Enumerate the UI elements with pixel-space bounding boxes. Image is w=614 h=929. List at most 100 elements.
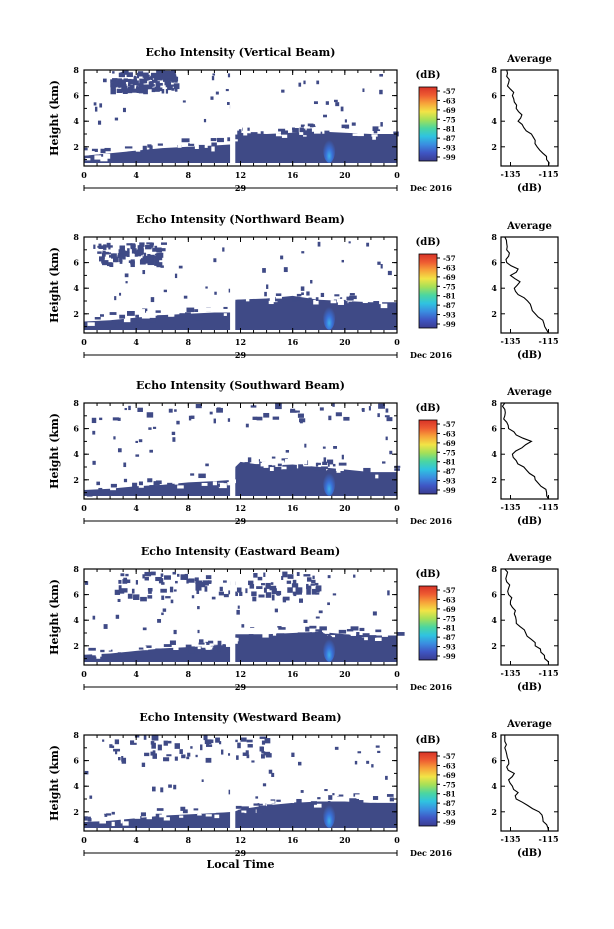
x-tick-label: 20	[339, 835, 351, 845]
average-x-label: (dB)	[517, 516, 542, 527]
echo-speck	[265, 592, 272, 598]
echo-speck	[386, 794, 394, 797]
echo-speck	[372, 463, 378, 468]
echo-speck	[163, 740, 168, 746]
average-x-tick-label: -135	[500, 502, 520, 512]
echo-speck	[198, 642, 205, 645]
echo-speck	[212, 647, 218, 651]
echo-speck	[137, 407, 143, 412]
echo-speck	[189, 646, 195, 651]
echo-speck	[380, 264, 383, 269]
echo-speck	[163, 289, 167, 293]
echo-speck	[126, 579, 131, 584]
echo-speck	[241, 806, 249, 811]
echo-speck	[217, 312, 222, 316]
echo-speck	[135, 314, 139, 318]
echo-speck	[296, 798, 302, 804]
echo-speck	[136, 80, 139, 86]
echo-speck	[86, 151, 95, 154]
echo-speck	[139, 259, 146, 265]
echo-speck	[282, 597, 287, 603]
echo-speck	[375, 474, 379, 479]
echo-speck	[225, 88, 229, 92]
echo-speck	[123, 577, 128, 581]
echo-speck	[205, 814, 212, 817]
echo-speck	[115, 78, 122, 81]
echo-speck	[136, 85, 139, 89]
average-y-tick-label: 2	[491, 475, 497, 485]
echo-speck	[373, 130, 378, 134]
echo-speck	[315, 592, 320, 595]
echo-speck	[157, 84, 161, 88]
average-y-tick-label: 4	[491, 615, 497, 625]
average-x-tick-label: -115	[538, 834, 558, 844]
echo-speck	[176, 420, 180, 425]
echo-speck	[102, 655, 108, 660]
echo-heatmap	[84, 569, 405, 665]
echo-speck	[301, 251, 305, 254]
echo-speck	[152, 753, 157, 759]
echo-speck	[148, 589, 152, 594]
echo-speck	[163, 644, 172, 647]
echo-speck	[178, 265, 183, 269]
echo-speck	[168, 314, 175, 317]
echo-speck	[341, 454, 344, 460]
echo-speck	[356, 632, 360, 636]
echo-speck	[151, 735, 159, 741]
echo-speck	[195, 148, 201, 153]
echo-speck	[239, 591, 243, 596]
echo-speck	[285, 450, 290, 453]
colorbar-tick-label: -69	[443, 106, 456, 115]
echo-speck	[378, 798, 385, 803]
echo-speck	[118, 579, 122, 584]
echo-speck	[264, 291, 267, 297]
echo-speck	[291, 752, 295, 757]
echo-speck	[261, 751, 266, 754]
echo-speck	[130, 742, 137, 745]
echo-speck	[117, 253, 123, 257]
echo-speck	[113, 253, 116, 258]
echo-speck	[153, 73, 156, 79]
echo-speck	[118, 585, 122, 591]
echo-speck	[213, 640, 218, 645]
echo-speck	[258, 594, 265, 598]
echo-speck	[362, 300, 368, 304]
echo-speck	[357, 794, 365, 798]
x-tick-label: 8	[186, 170, 192, 180]
echo-speck	[148, 641, 155, 645]
echo-speck	[147, 144, 152, 148]
echo-speck	[170, 599, 174, 604]
echo-speck	[126, 310, 135, 316]
echo-speck	[156, 262, 163, 268]
echo-speck	[344, 119, 347, 123]
colorbar-unit: (dB)	[416, 237, 441, 248]
echo-speck	[139, 80, 142, 86]
echo-speck	[152, 426, 157, 429]
y-tick-label: 6	[73, 590, 79, 600]
echo-speck	[155, 247, 162, 251]
echo-speck	[233, 591, 238, 594]
echo-speck	[173, 316, 179, 322]
echo-speck	[274, 293, 282, 296]
echo-speck	[186, 578, 189, 584]
echo-speck	[311, 579, 316, 584]
echo-speck	[215, 737, 220, 743]
echo-speck	[177, 307, 182, 311]
colorbar-tick-label: -63	[443, 263, 456, 272]
x-tick-label: 16	[287, 503, 299, 513]
echo-speck	[244, 462, 250, 467]
echo-speck	[300, 286, 305, 291]
echo-speck	[311, 462, 319, 466]
echo-speck	[139, 245, 143, 251]
echo-speck	[195, 754, 198, 758]
boundary-layer-echo	[84, 131, 397, 163]
average-y-tick-label: 8	[491, 232, 497, 242]
echo-speck	[92, 615, 96, 620]
colorbar-tick-label: -75	[443, 614, 456, 623]
echo-speck	[132, 79, 138, 86]
echo-speck	[103, 244, 107, 250]
echo-speck	[130, 261, 134, 265]
echo-speck	[153, 481, 160, 486]
echo-speck	[237, 299, 242, 303]
echo-speck	[389, 797, 394, 802]
